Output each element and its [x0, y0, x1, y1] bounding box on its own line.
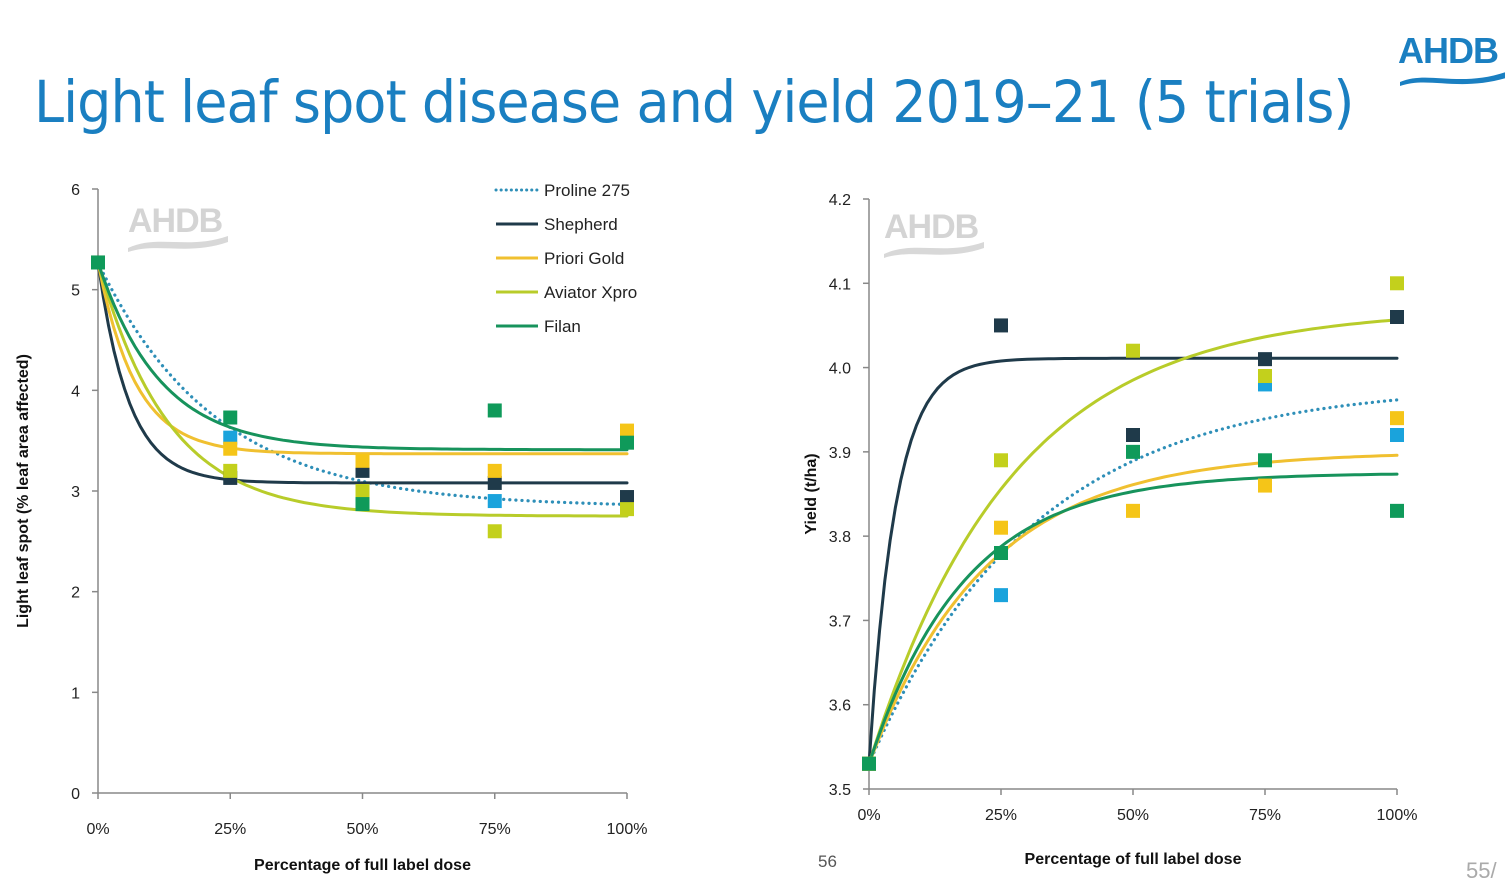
- data-point-shepherd: [994, 318, 1008, 333]
- data-point-priori-gold: [1126, 503, 1140, 518]
- y-tick-label: 5: [71, 283, 80, 300]
- x-tick-label: 25%: [214, 821, 246, 838]
- fit-curve-shepherd: [96, 261, 629, 485]
- x-axis-title: Percentage of full label dose: [254, 857, 471, 874]
- data-point-shepherd: [487, 475, 502, 490]
- data-point-aviator-xpro: [1126, 343, 1140, 358]
- y-axis-title: Yield (t/ha): [803, 453, 820, 534]
- data-point-priori-gold: [223, 441, 238, 456]
- ahdb-logo: AHDB: [1398, 30, 1505, 88]
- data-point-aviator-xpro: [1258, 369, 1272, 383]
- legend-label: Aviator Xpro: [544, 283, 637, 302]
- x-tick-label: 100%: [607, 821, 648, 838]
- x-tick-label: 100%: [1377, 807, 1418, 824]
- data-point-aviator-xpro: [355, 484, 370, 498]
- data-point-shepherd: [1258, 352, 1272, 367]
- x-tick-label: 50%: [1117, 807, 1149, 824]
- fit-curve-proline-275: [96, 260, 629, 506]
- page-counter: 55/: [1466, 858, 1497, 883]
- data-point-filan: [1390, 503, 1404, 518]
- data-point-filan: [91, 255, 105, 270]
- page-number: 56: [818, 852, 837, 871]
- x-tick-label: 75%: [479, 821, 511, 838]
- y-axis-title: Light leaf spot (% leaf area affected): [15, 354, 32, 628]
- data-point-priori-gold: [620, 423, 634, 438]
- watermark-logo: AHDB: [128, 202, 228, 252]
- watermark-logo: AHDB: [884, 208, 984, 258]
- y-tick-label: 3.7: [829, 613, 851, 630]
- data-point-priori-gold: [1390, 411, 1404, 426]
- data-point-proline-275: [1390, 428, 1404, 442]
- x-tick-label: 0%: [857, 807, 880, 824]
- legend-label: Shepherd: [544, 215, 618, 234]
- y-tick-label: 4.2: [829, 192, 851, 209]
- data-point-filan: [1126, 444, 1140, 459]
- legend-label: Priori Gold: [544, 249, 624, 268]
- yield-chart: AHDB 3.5 3.6 3.7 3.8 3.9 4.0 4.1 4.2 0% 25% 50% 75% 1…: [803, 192, 1417, 868]
- data-point-aviator-xpro: [223, 463, 238, 478]
- fit-curve-filan: [96, 261, 629, 452]
- watermark-text: AHDB: [128, 202, 223, 240]
- data-point-aviator-xpro: [994, 453, 1008, 468]
- y-tick-label: 6: [71, 182, 80, 199]
- watermark-text: AHDB: [884, 208, 979, 246]
- x-tick-label: 75%: [1249, 807, 1281, 824]
- fit-curve-priori-gold: [867, 453, 1399, 766]
- data-point-filan: [487, 403, 502, 418]
- data-point-priori-gold: [994, 520, 1008, 535]
- watermark-wave-icon: [128, 236, 228, 252]
- logo-text: AHDB: [1398, 30, 1499, 71]
- legend-label: Proline 275: [544, 181, 630, 200]
- y-tick-label: 4.1: [829, 276, 851, 293]
- data-point-priori-gold: [487, 463, 502, 478]
- y-tick-label: 2: [71, 585, 80, 602]
- data-point-aviator-xpro: [487, 524, 502, 539]
- data-point-filan: [994, 546, 1008, 560]
- y-tick-label: 3.5: [829, 782, 851, 799]
- y-tick-label: 3.9: [829, 445, 851, 462]
- watermark-wave-icon: [884, 242, 984, 258]
- disease-chart: AHDB 0 1 2 3 4 5 6 0% 25% 50% 75% 100% Percentage of …: [15, 181, 647, 874]
- y-tick-label: 4.0: [829, 361, 851, 378]
- fit-curve-aviator-xpro: [867, 318, 1399, 766]
- x-tick-label: 0%: [86, 821, 109, 838]
- data-point-filan: [355, 497, 370, 512]
- y-tick-label: 0: [71, 786, 80, 803]
- data-point-filan: [1258, 453, 1272, 468]
- data-point-aviator-xpro: [1390, 276, 1404, 291]
- logo-wave-icon: [1400, 72, 1505, 86]
- legend-label: Filan: [544, 317, 581, 336]
- y-tick-label: 1: [71, 685, 80, 702]
- data-point-aviator-xpro: [620, 502, 634, 517]
- x-axis-title: Percentage of full label dose: [1025, 851, 1242, 868]
- data-point-filan: [223, 410, 238, 425]
- data-point-shepherd: [1390, 310, 1404, 324]
- data-point-shepherd: [620, 490, 634, 505]
- fit-curve-priori-gold: [96, 261, 629, 456]
- data-point-filan: [620, 435, 634, 450]
- y-tick-label: 3.6: [829, 698, 851, 715]
- data-point-proline-275: [994, 588, 1008, 603]
- fit-curve-shepherd: [867, 356, 1399, 766]
- fit-curve-filan: [867, 472, 1399, 766]
- y-tick-label: 3: [71, 484, 80, 501]
- legend: Proline 275 Shepherd Priori Gold Aviator Xp…: [494, 181, 637, 336]
- data-point-priori-gold: [355, 453, 370, 468]
- data-point-proline-275: [487, 494, 502, 509]
- y-tick-label: 3.8: [829, 529, 851, 546]
- data-point-shepherd: [1126, 428, 1140, 442]
- data-point-proline-275: [223, 430, 238, 445]
- slide-title: Light leaf spot disease and yield 2019–2…: [34, 68, 1354, 136]
- y-tick-label: 4: [71, 383, 80, 400]
- data-point-filan: [862, 756, 876, 771]
- x-tick-label: 25%: [985, 807, 1017, 824]
- x-tick-label: 50%: [346, 821, 378, 838]
- data-point-priori-gold: [1258, 478, 1272, 493]
